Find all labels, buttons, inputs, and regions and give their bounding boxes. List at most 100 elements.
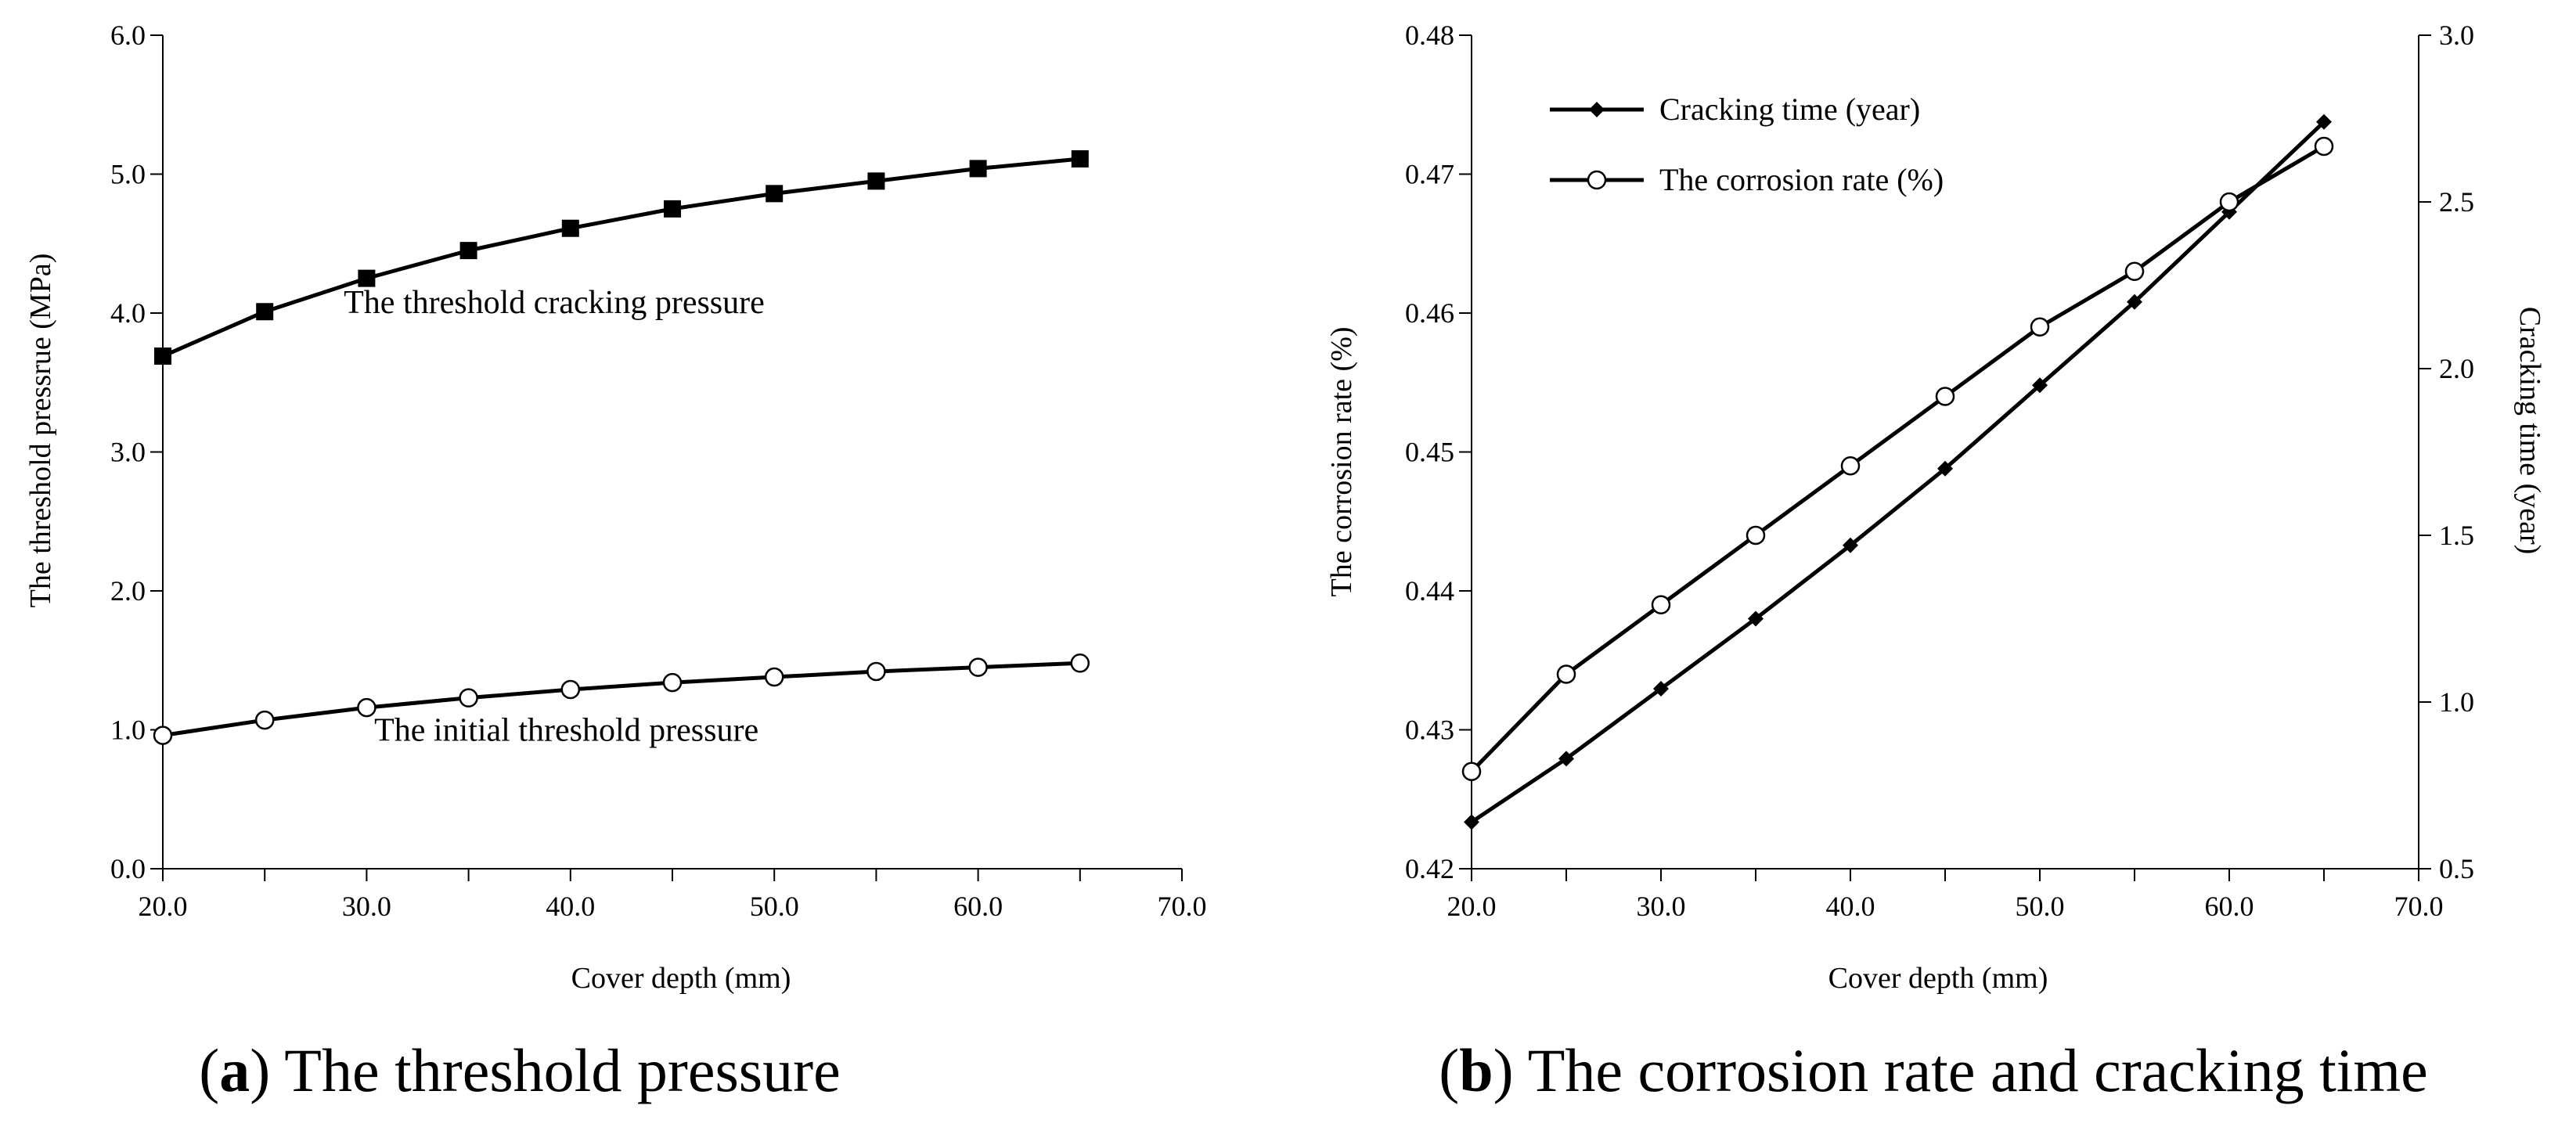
panel-a-y-axis-title: The threshold pressrue (MPa) [24,254,57,608]
panel-b-y2-tick-label: 1.0 [2439,686,2474,718]
panel-b-x-tick-label: 40.0 [1826,891,1875,922]
panel-b-data-point [1840,456,1861,476]
panel-a-y-tick-label: 5.0 [110,159,146,190]
panel-a-data-point [664,200,681,218]
panel-b-y2-tick-label: 1.5 [2439,520,2474,551]
panel-a-data-point [459,688,478,708]
panel-a-data-point [1070,654,1090,673]
panel-a-y-tick-label: 6.0 [110,20,146,51]
panel-a-data-point [357,697,376,718]
panel-b-caption: (b) The corrosion rate and cracking time [1439,1036,2427,1104]
panel-b-y-tick-label: 0.43 [1405,715,1454,746]
panel-b-legend-label: The corrosion rate (%) [1659,162,1944,197]
panel-a-x-tick-label: 40.0 [546,891,595,922]
panel-a-data-point [662,672,683,693]
panel-a-series-0 [154,149,1089,365]
panel-a-data-point [766,185,784,203]
panel-b-x-tick-label: 60.0 [2205,891,2254,922]
panel-a-data-point [969,160,987,178]
panel-b-data-point [1935,387,1955,406]
panel-b-data-point [1556,664,1576,684]
panel-b-plot-area: 20.0 30.0 40.0 50.0 60.0 70.0 0.42 0.43 0.44 0.45… [1405,20,2474,922]
panel-b-y-tick-label: 0.46 [1405,297,1454,329]
panel-b-data-point [2124,261,2145,281]
panel-b-x-tick-label: 20.0 [1447,891,1497,922]
panel-b-caption-text: The corrosion rate and cracking time [1528,1036,2428,1104]
panel-a-data-point [968,657,988,677]
panel-b-x-tick-label: 70.0 [2394,891,2444,922]
panel-a-data-point [866,661,886,682]
panel-b-y-tick-label: 0.44 [1405,575,1454,607]
panel-a-series-line [162,157,1081,358]
panel-b-data-point [1843,537,1858,553]
panel-b-y-tick-label: 0.47 [1405,159,1454,190]
panel-a-data-point [254,710,275,730]
panel-a-threshold-pressure: 20.0 30.0 40.0 50.0 60.0 70.0 0.0 1.0 2.0 3.0 4.0 5… [24,20,1207,1104]
panel-a-y-tick-label: 3.0 [110,437,146,468]
panel-a-data-point [154,347,171,365]
panel-b-data-point [2032,377,2048,394]
panel-b-y2-axis-title: Cracking time (year) [2513,307,2546,555]
panel-a-data-point [256,303,274,321]
panel-b-y2-tick-label: 3.0 [2439,20,2474,51]
panel-b-x-tick-label: 30.0 [1637,891,1686,922]
panel-a-annotation: The threshold cracking pressure [344,285,765,321]
panel-a-data-point [358,269,376,287]
panel-a-x-tick-label: 30.0 [342,891,391,922]
panel-b-y2-tick-label: 0.5 [2439,853,2474,884]
panel-b-series-1 [1461,136,2334,781]
panel-b-data-point [1464,814,1479,830]
panel-b-y-tick-label: 0.48 [1405,20,1454,51]
panel-a-data-point [560,679,581,700]
panel-b-data-point [1653,680,1669,697]
panel-b-y2-tick-label: 2.0 [2439,353,2474,384]
panel-b-legend-marker [1589,102,1605,117]
panel-a-data-point [561,219,579,237]
panel-a-caption: (a) The threshold pressure [199,1036,841,1104]
panel-b-y2-tick-label: 2.5 [2439,186,2474,218]
panel-a-data-point [1071,149,1089,167]
panel-a-x-tick-label: 60.0 [953,891,1003,922]
panel-a-y-tick-label: 0.0 [110,853,146,884]
panel-b-x-tick-label: 50.0 [2016,891,2065,922]
panel-a-data-point [153,726,173,745]
panel-a-y-tick-label: 2.0 [110,575,146,607]
panel-b-legend-label: Cracking time (year) [1659,92,1920,127]
panel-a-x-tick-label: 20.0 [139,891,188,922]
panel-a-y-tick-label: 1.0 [110,715,146,746]
panel-b-data-point [1748,610,1764,627]
panel-a-data-point [867,172,885,190]
panel-b-corrosion-cracking: 20.0 30.0 40.0 50.0 60.0 70.0 0.42 0.43 0.44 0.45… [1325,20,2546,1104]
panel-b-data-point [2316,113,2332,130]
panel-b-y-axis-title: The corrosion rate (%) [1325,326,1358,596]
panel-a-data-point [459,242,477,260]
panel-a-annotation: The initial threshold pressure [374,713,758,749]
panel-b-data-point [2314,136,2334,157]
panel-a-series-1 [153,654,1090,745]
panel-b-legend-entry: The corrosion rate (%) [1550,162,1944,197]
panel-a-x-tick-label: 50.0 [750,891,799,922]
panel-b-data-point [1651,595,1671,614]
panel-b-data-point [1746,525,1766,545]
panel-a-caption-letter: a [219,1036,250,1104]
panel-a-plot-area: 20.0 30.0 40.0 50.0 60.0 70.0 0.0 1.0 2.0 3.0 4.0 5… [110,20,1207,922]
panel-b-series-line [1470,120,2326,824]
panel-b-legend-marker [1587,170,1607,190]
panel-b-data-point [1937,460,1953,477]
panel-a-caption-text: The threshold pressure [284,1036,840,1104]
panel-b-legend-entry: Cracking time (year) [1550,92,1920,127]
panel-a-data-point [764,667,784,687]
panel-b-x-axis-title: Cover depth (mm) [1828,962,2048,995]
panel-a-x-tick-label: 70.0 [1158,891,1207,922]
panel-a-series-line [162,661,1080,738]
panel-b-data-point [2030,317,2050,337]
panel-a-y-tick-label: 4.0 [110,297,146,329]
panel-a-x-axis-title: Cover depth (mm) [571,962,791,995]
panel-b-y-tick-label: 0.45 [1405,437,1454,468]
panel-b-data-point [1558,751,1574,767]
panel-b-data-point [2219,192,2239,212]
panel-b-y-tick-label: 0.42 [1405,853,1454,884]
panel-b-data-point [1461,762,1482,781]
panel-b-series-line [1470,144,2326,773]
